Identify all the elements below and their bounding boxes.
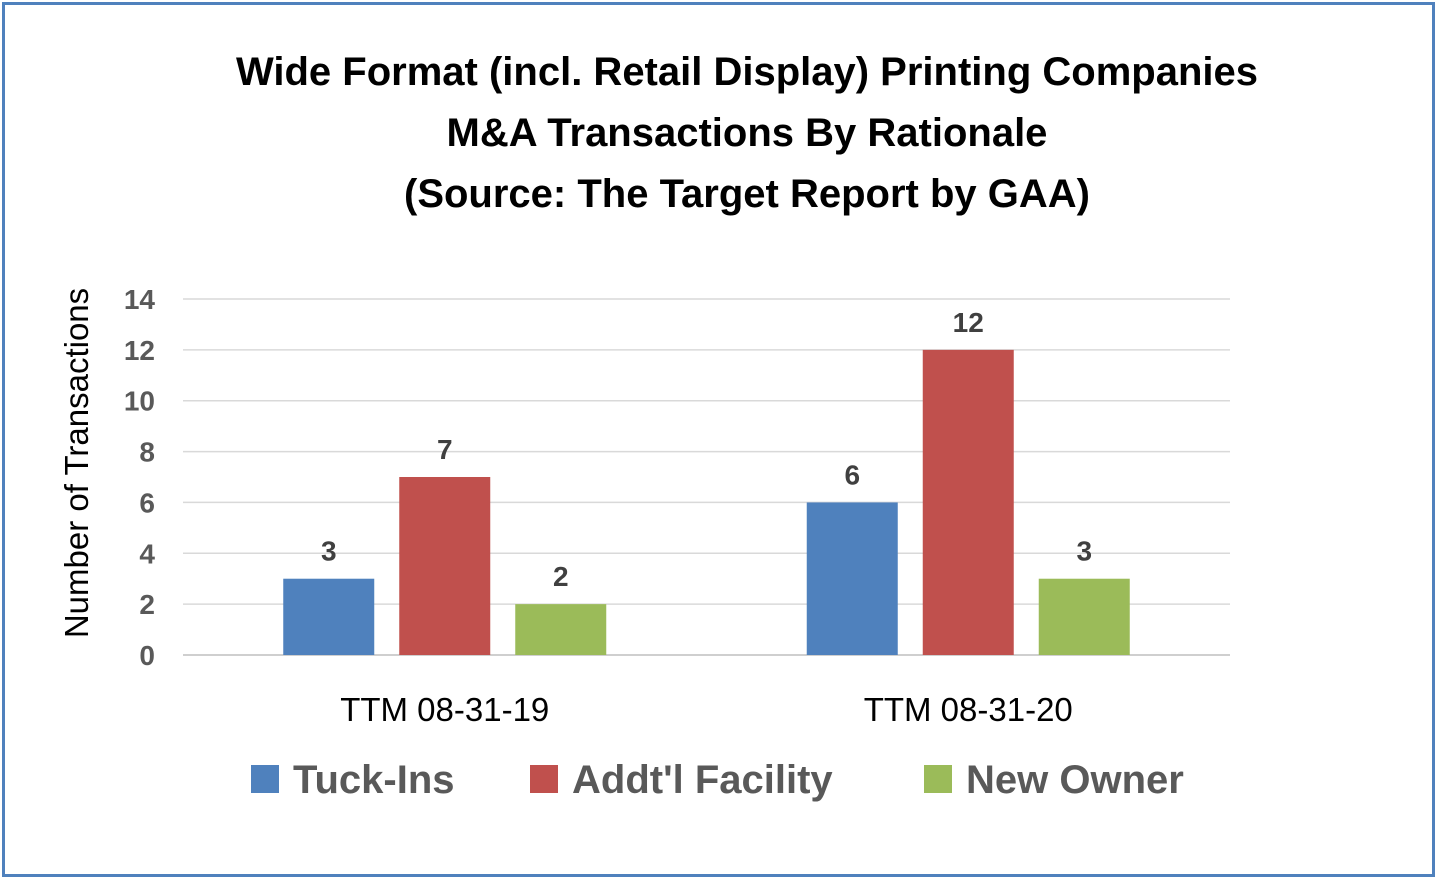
- bar-new-owner-1: [515, 604, 607, 655]
- legend-swatch: [924, 765, 952, 793]
- chart-title-line-1: Wide Format (incl. Retail Display) Print…: [236, 50, 1258, 94]
- legend-label: Addt'l Facility: [572, 758, 833, 802]
- data-label: 6: [844, 459, 860, 490]
- chart-title: Wide Format (incl. Retail Display) Print…: [236, 50, 1258, 216]
- data-label: 2: [553, 561, 569, 592]
- data-label: 7: [437, 434, 453, 465]
- bars: [283, 349, 1130, 655]
- y-tick-label: 6: [139, 487, 155, 518]
- legend-swatch: [530, 765, 558, 793]
- bar-addt-l-facility-2: [922, 349, 1014, 655]
- legend-swatch: [251, 765, 279, 793]
- chart-title-line-3: (Source: The Target Report by GAA): [404, 172, 1090, 216]
- y-tick-label: 4: [139, 538, 155, 569]
- legend-label: New Owner: [966, 758, 1184, 802]
- y-axis-ticks: 0 2 4 6 8 10 12 14: [124, 284, 156, 671]
- bar-tuck-ins-1: [283, 578, 375, 655]
- data-label: 3: [1076, 536, 1092, 567]
- chart-title-line-2: M&A Transactions By Rationale: [447, 111, 1048, 155]
- legend-item-new-owner: New Owner: [924, 758, 1184, 802]
- data-label: 12: [953, 307, 984, 338]
- y-tick-label: 0: [139, 640, 155, 671]
- y-tick-label: 10: [124, 386, 155, 417]
- legend-item-tuck-ins: Tuck-Ins: [251, 758, 455, 802]
- bar-tuck-ins-2: [806, 502, 898, 655]
- bar-addt-l-facility-1: [399, 477, 491, 655]
- bar-new-owner-2: [1038, 578, 1130, 655]
- legend: Tuck-Ins Addt'l Facility New Owner: [251, 758, 1184, 802]
- y-tick-label: 12: [124, 335, 155, 366]
- data-label: 3: [321, 536, 337, 567]
- legend-item-addt-l-facility: Addt'l Facility: [530, 758, 833, 802]
- data-labels: 3 7 2 6 12 3: [321, 307, 1092, 592]
- x-axis-ticks: TTM 08-31-19 TTM 08-31-20: [340, 691, 1073, 728]
- y-tick-label: 8: [139, 437, 155, 468]
- y-axis-label: Number of Transactions: [58, 288, 95, 638]
- bar-chart: Wide Format (incl. Retail Display) Print…: [58, 50, 1258, 802]
- y-tick-label: 2: [139, 589, 155, 620]
- x-tick-label: TTM 08-31-20: [864, 691, 1073, 728]
- y-tick-label: 14: [124, 284, 156, 315]
- legend-label: Tuck-Ins: [293, 758, 455, 802]
- x-tick-label: TTM 08-31-19: [340, 691, 549, 728]
